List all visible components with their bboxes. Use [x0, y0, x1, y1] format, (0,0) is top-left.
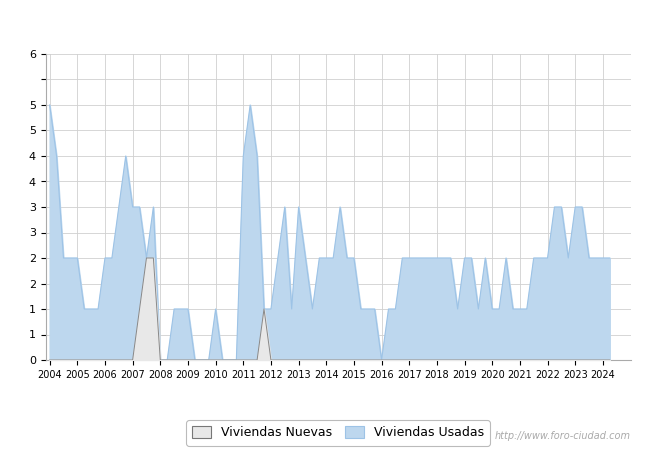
Text: http://www.foro-ciudad.com: http://www.foro-ciudad.com	[495, 431, 630, 441]
Text: Paniza - Evolucion del Nº de Transacciones Inmobiliarias: Paniza - Evolucion del Nº de Transaccion…	[119, 12, 531, 27]
Legend: Viviendas Nuevas, Viviendas Usadas: Viviendas Nuevas, Viviendas Usadas	[186, 420, 490, 446]
